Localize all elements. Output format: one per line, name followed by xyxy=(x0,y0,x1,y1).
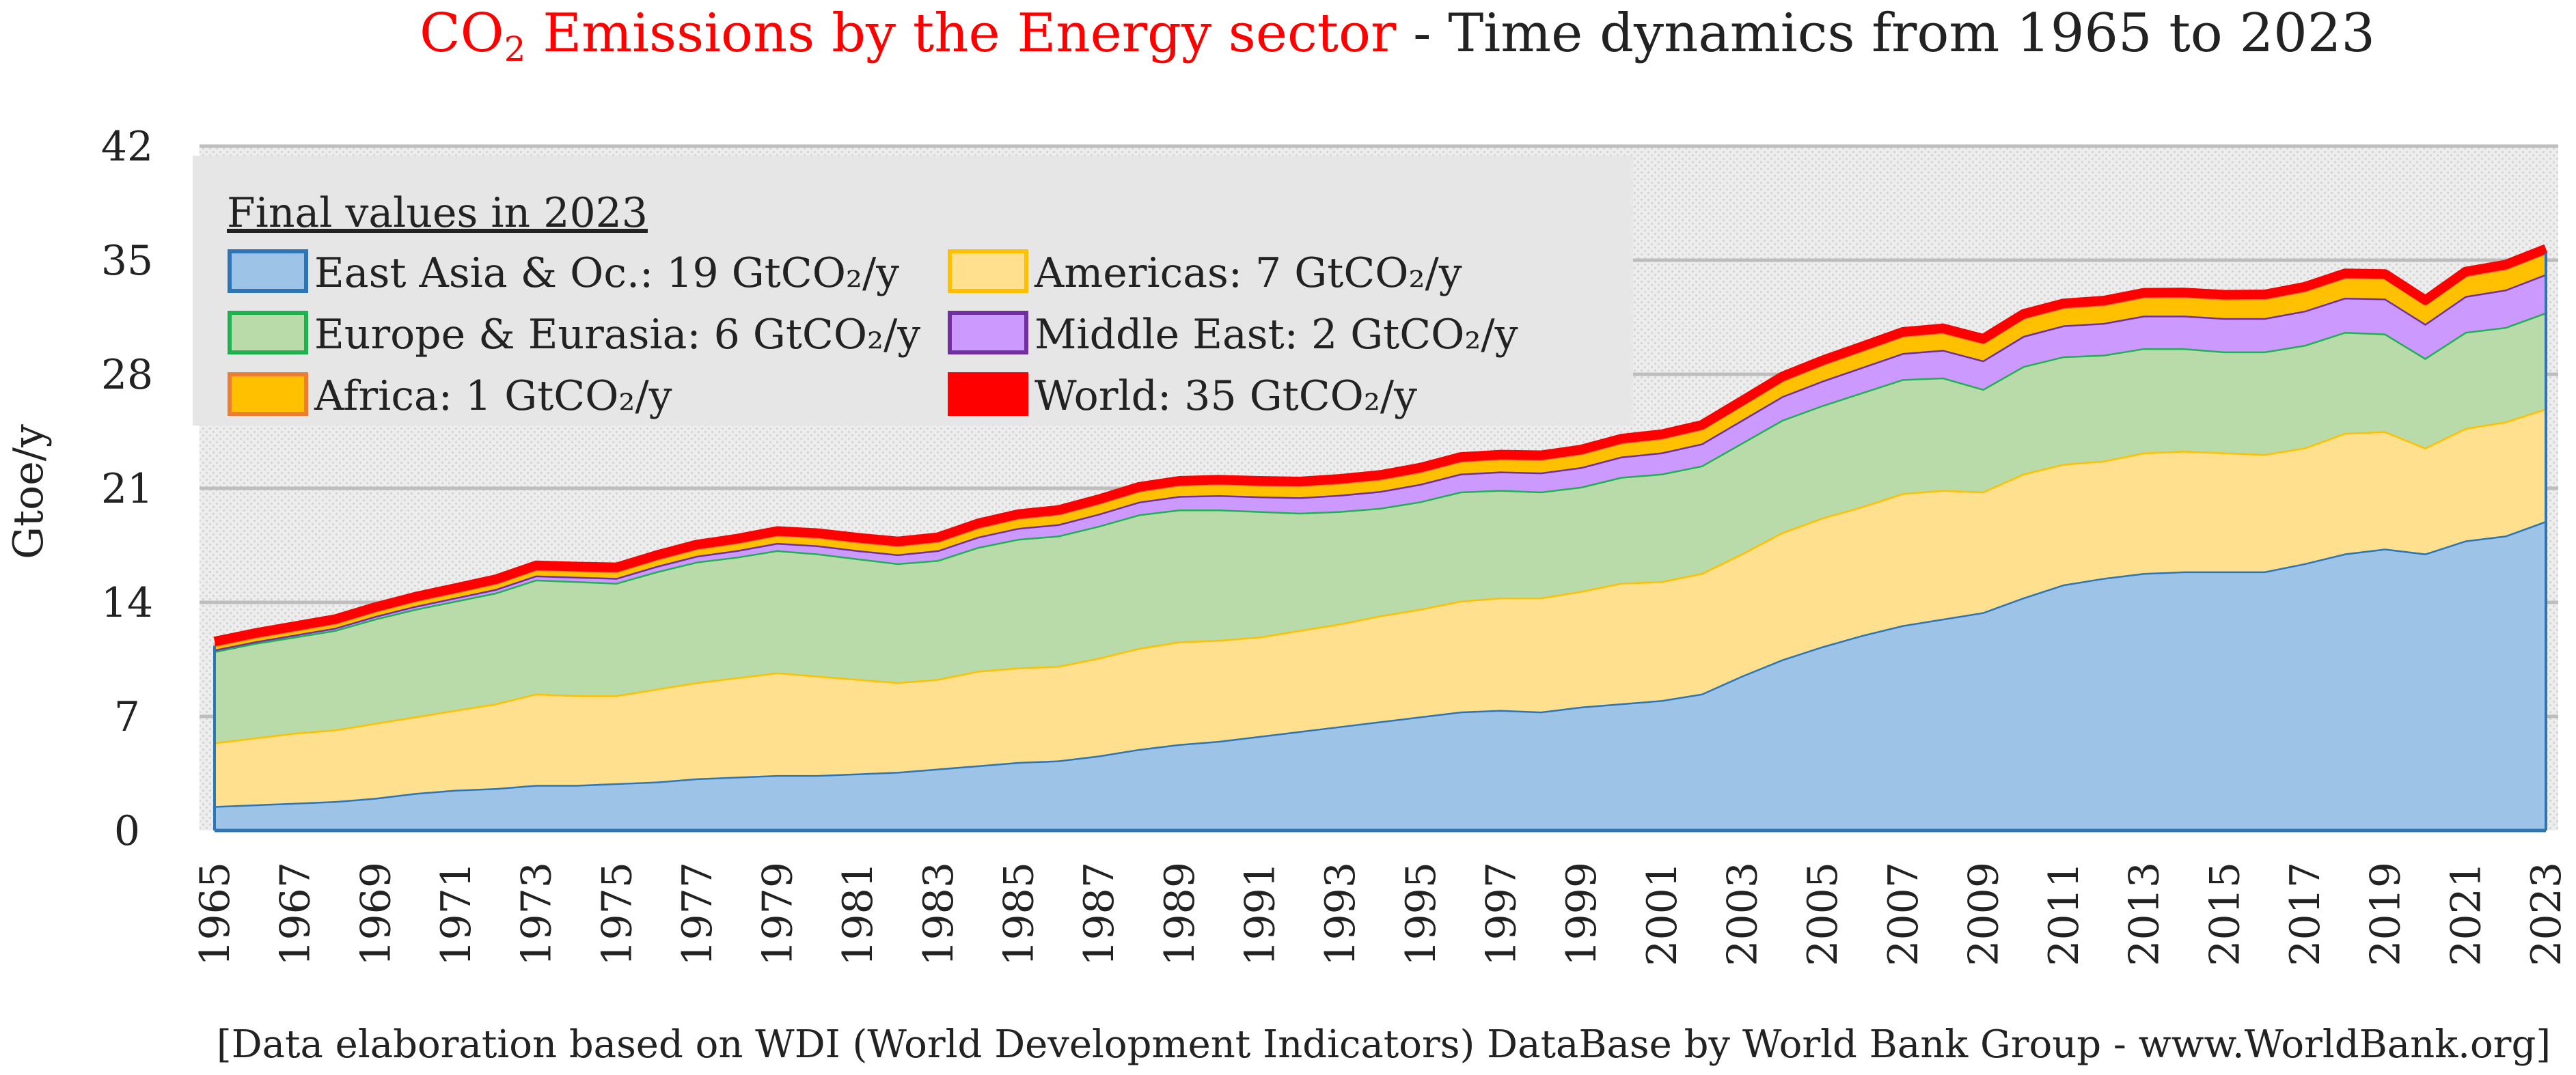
legend-swatch xyxy=(948,311,1028,354)
footnote: [Data elaboration based on WDI (World De… xyxy=(217,1022,2551,1067)
area-east-asia-oc- xyxy=(215,520,2546,830)
x-tick-label: 2009 xyxy=(1960,862,2008,966)
y-tick-label: 28 xyxy=(101,351,153,399)
x-tick-label: 2003 xyxy=(1718,862,1766,966)
legend-label: World: 35 GtCO₂/y xyxy=(1034,372,1417,420)
title-black-part: - Time dynamics from 1965 to 2023 xyxy=(1396,3,2375,64)
x-tick-label: 1981 xyxy=(834,862,882,966)
legend-swatch xyxy=(228,372,308,416)
area-world xyxy=(213,244,2548,647)
chart-title: CO2 Emissions by the Energy sector - Tim… xyxy=(420,3,2375,69)
x-tick-label: 1973 xyxy=(513,862,561,966)
x-tick-label: 2021 xyxy=(2442,862,2490,966)
x-tick-label: 2017 xyxy=(2282,862,2329,966)
legend-swatch xyxy=(228,311,308,354)
y-tick-label: 14 xyxy=(101,579,153,627)
x-tick-label: 1997 xyxy=(1477,862,1525,966)
x-tick-label: 2007 xyxy=(1880,862,1928,966)
x-tick-label: 1969 xyxy=(352,862,400,966)
x-tick-label: 2011 xyxy=(2040,862,2088,966)
x-tick-label: 1975 xyxy=(593,862,641,966)
x-tick-label: 1985 xyxy=(996,862,1043,966)
x-tick-label: 2023 xyxy=(2523,862,2571,966)
x-tick-label: 2001 xyxy=(1639,862,1686,966)
y-tick-label: 42 xyxy=(101,123,153,171)
legend-swatch xyxy=(948,249,1028,293)
y-axis-label: Gtoe/y xyxy=(5,424,53,559)
x-tick-label: 1991 xyxy=(1237,862,1285,966)
area-americas xyxy=(215,408,2546,807)
x-tick-label: 1987 xyxy=(1075,862,1123,966)
x-tick-label: 1993 xyxy=(1317,862,1365,966)
title-co2: CO xyxy=(420,3,504,64)
title-red-part: Emissions by the Energy sector xyxy=(525,3,1397,64)
x-tick-label: 1983 xyxy=(915,862,963,966)
x-tick-label: 1979 xyxy=(754,862,802,966)
legend-label: Africa: 1 GtCO₂/y xyxy=(314,372,672,420)
area-africa xyxy=(215,253,2546,650)
y-tick-labels: 0 7 14 21 28 35 42 xyxy=(101,123,153,855)
title-subscript: 2 xyxy=(504,29,526,69)
legend-box xyxy=(193,156,1633,425)
legend-swatch xyxy=(948,372,1028,416)
legend-title: Final values in 2023 xyxy=(227,189,648,237)
x-tick-label: 1965 xyxy=(191,862,239,966)
y-tick-label: 7 xyxy=(114,693,140,741)
x-tick-label: 1977 xyxy=(674,862,722,966)
x-tick-label: 2013 xyxy=(2121,862,2169,966)
legend-swatch xyxy=(228,249,308,293)
x-tick-label: 1967 xyxy=(272,862,320,966)
y-tick-label: 0 xyxy=(114,807,140,855)
legend-label: East Asia & Oc.: 19 GtCO₂/y xyxy=(314,249,899,297)
legend: Final values in 2023 East Asia & Oc.: 19… xyxy=(193,156,1633,425)
legend-label: Europe & Eurasia: 6 GtCO₂/y xyxy=(314,311,920,359)
stacked-areas xyxy=(213,244,2548,833)
x-tick-label: 2019 xyxy=(2362,862,2410,966)
legend-label: Middle East: 2 GtCO₂/y xyxy=(1034,311,1518,359)
x-tick-label: 2005 xyxy=(1799,862,1847,966)
legend-label: Americas: 7 GtCO₂/y xyxy=(1034,249,1462,297)
y-tick-label: 21 xyxy=(101,465,153,513)
x-tick-label: 1995 xyxy=(1397,862,1445,966)
x-tick-label: 1989 xyxy=(1156,862,1204,966)
area-middle-east xyxy=(215,274,2546,652)
x-tick-label: 2015 xyxy=(2201,862,2249,966)
area-europe-eurasia xyxy=(215,312,2546,743)
x-tick-labels: 1965 1967 1969 1971 1973 1975 1977 1979 1981 1983… xyxy=(191,862,2571,966)
x-tick-label: 1971 xyxy=(433,862,480,966)
y-tick-label: 35 xyxy=(101,237,153,285)
x-tick-label: 1999 xyxy=(1558,862,1606,966)
